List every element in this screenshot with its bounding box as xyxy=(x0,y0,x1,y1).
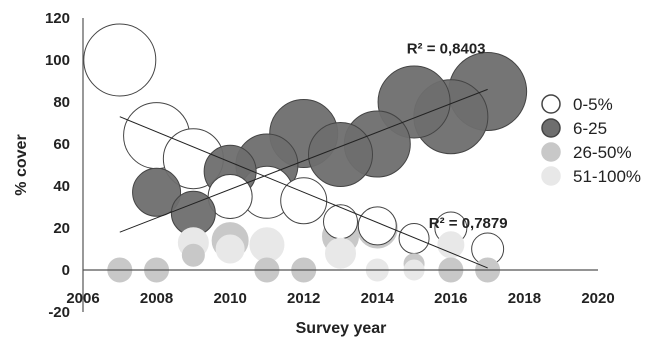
trendline-1 xyxy=(119,88,488,233)
tick-labels-layer: 2006 2008 2010 2012 2014 2016 2018 2020 -20 0 20 40… xyxy=(45,10,615,321)
bubble-0-5--8 xyxy=(398,223,430,254)
legend-label-2: 26-50% xyxy=(573,143,632,162)
bubble-6-25-5 xyxy=(308,122,373,187)
y-tick-label-5: 80 xyxy=(53,94,70,111)
y-tick-label-0: -20 xyxy=(48,304,70,321)
bubble-51-100--3 xyxy=(325,237,356,269)
legend-marker-2 xyxy=(541,142,561,162)
bubbles-layer xyxy=(83,23,528,283)
trendline-2 xyxy=(119,116,488,269)
bubble-0-5--5 xyxy=(280,177,328,225)
legend-marker-1 xyxy=(541,118,561,138)
y-tick-label-7: 120 xyxy=(45,10,70,27)
bubble-51-100--2 xyxy=(249,227,285,263)
bubble-26-50--2 xyxy=(181,243,205,267)
x-tick-label-6: 2018 xyxy=(508,290,541,307)
axes-layer xyxy=(82,18,598,312)
x-tick-label-1: 2008 xyxy=(140,290,173,307)
legend-label-1: 6-25 xyxy=(573,119,607,138)
x-tick-label-7: 2020 xyxy=(581,290,614,307)
x-tick-label-0: 2006 xyxy=(66,290,99,307)
y-tick-label-3: 40 xyxy=(53,178,70,195)
r-squared-label-1: R² = 0,8403 xyxy=(407,41,486,58)
legend-label-0: 0-5% xyxy=(573,95,613,114)
r-squared-label-2: R² = 0,7879 xyxy=(429,215,508,232)
bubble-0-5--6 xyxy=(323,204,358,240)
y-tick-label-1: 0 xyxy=(62,262,70,279)
legend: 0-5% 6-25 26-50% 51-100% xyxy=(541,94,641,186)
trendlines-layer xyxy=(119,88,488,269)
annotations-layer: R² = 0,8403 R² = 0,7879 xyxy=(407,41,508,232)
legend-marker-3 xyxy=(541,166,561,186)
legend-label-3: 51-100% xyxy=(573,167,641,186)
bubble-0-5--0 xyxy=(83,23,157,97)
bubble-51-100--1 xyxy=(215,234,245,264)
x-tick-label-5: 2016 xyxy=(434,290,467,307)
y-tick-label-4: 60 xyxy=(53,136,70,153)
y-axis-title: % cover xyxy=(13,134,30,195)
bubble-0-5--7 xyxy=(357,206,397,246)
y-tick-label-2: 20 xyxy=(53,220,70,237)
x-tick-label-4: 2014 xyxy=(361,290,395,307)
x-tick-label-2: 2010 xyxy=(213,290,246,307)
x-axis-title: Survey year xyxy=(296,320,387,337)
legend-marker-0 xyxy=(541,94,561,114)
bubble-6-25-0 xyxy=(132,167,182,217)
bubble-51-100--6 xyxy=(437,231,465,259)
y-tick-label-6: 100 xyxy=(45,52,70,69)
x-tick-label-3: 2012 xyxy=(287,290,320,307)
